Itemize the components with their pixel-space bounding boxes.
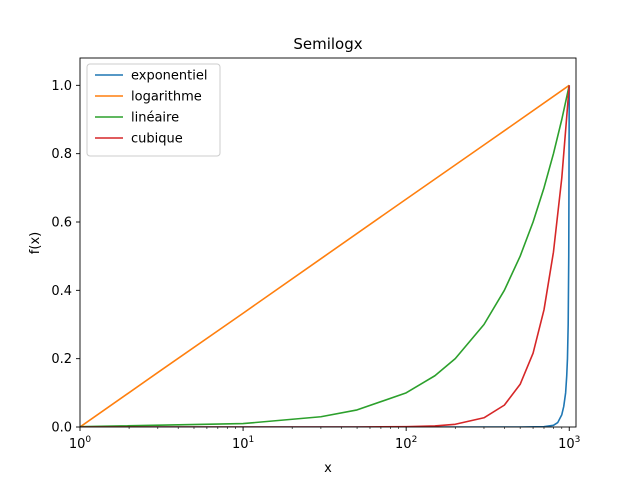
y-tick-label-4: 0.8 [51,147,72,162]
series-line-0 [80,85,571,427]
x-tick-label-3: 103 [558,435,580,452]
y-tick-label-2: 0.4 [51,284,72,299]
plot-area: 100 101 102 103 0.0 0.2 0.4 0.6 0.8 1.0 [51,57,580,452]
series-line-2 [80,85,571,427]
chart-title: Semilogx [293,35,362,53]
axes-frame [79,57,577,428]
y-tick-label-0: 0.0 [51,421,72,436]
y-tick-label-3: 0.6 [51,216,72,231]
x-axis-label: x [324,461,332,476]
x-tick-label-0: 100 [69,435,92,452]
x-tick-label-1: 101 [232,435,254,452]
legend-label-1: logarithme [131,90,202,105]
legend-label-2: linéaire [131,111,179,126]
x-tick-label-2: 102 [395,435,417,452]
y-tick-label-1: 0.2 [51,352,72,367]
legend-box [86,63,221,157]
legend-label-3: cubique [131,132,183,147]
y-tick-label-5: 1.0 [51,79,72,94]
legend-label-0: exponentiel [131,69,207,84]
series-line-1 [80,84,570,427]
legend: exponentiel logarithme linéaire cubique [86,63,221,157]
y-axis-label: f(x) [28,232,43,254]
